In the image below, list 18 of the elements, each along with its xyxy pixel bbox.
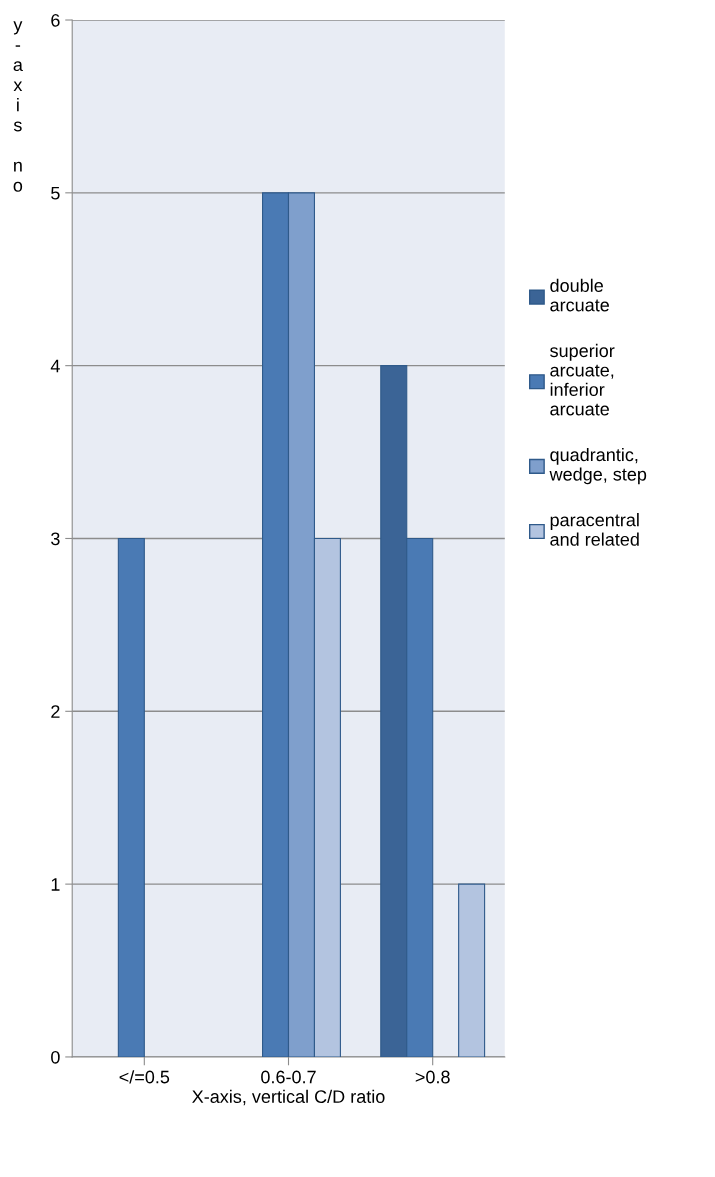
legend-label: quadrantic, wedge, step (549, 447, 647, 485)
x-tick-label: >0.8 (415, 1070, 450, 1084)
y-tick-label: 5 (51, 186, 60, 200)
x-tick-label: </=0.5 (119, 1070, 170, 1084)
legend-label: paracentral and related (550, 513, 639, 546)
x-axis-title: X-axis, vertical C/D ratio (192, 1089, 385, 1106)
y-tick-label: 6 (51, 13, 60, 27)
bar (117, 537, 145, 1057)
y-tick-label: 1 (51, 878, 60, 891)
legend-label: superior arcuate, inferior arcuate (550, 343, 615, 416)
text: y-axis no (13, 21, 23, 192)
bar (458, 883, 486, 1057)
y-tick-label: 2 (51, 705, 60, 718)
y-tick-label: 0 (51, 1050, 60, 1064)
y-tick-label: 4 (50, 359, 60, 373)
x-tick-label: 0.6-0.7 (261, 1070, 316, 1084)
y-tick-label: 3 (51, 532, 60, 546)
legend-label: double arcuate (550, 278, 609, 312)
